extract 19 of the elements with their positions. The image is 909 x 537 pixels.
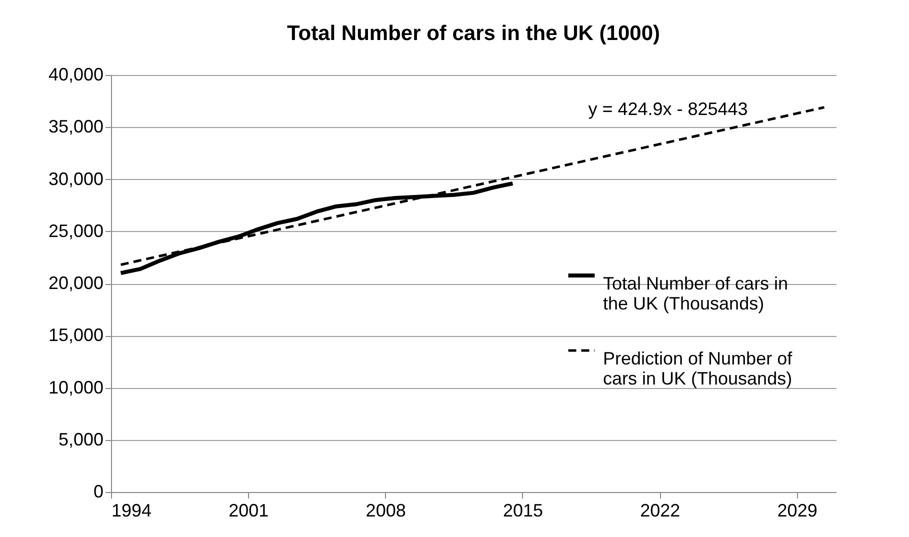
legend-label: Prediction of Number of cars in UK (Thousands) bbox=[603, 348, 794, 388]
annotation: y = 424.9x - 825443 bbox=[588, 99, 748, 119]
y-tick-label: 15,000 bbox=[48, 325, 104, 346]
y-tick-label: 30,000 bbox=[48, 168, 104, 189]
y-tick-label: 35,000 bbox=[48, 116, 104, 137]
y-tick-label: 0 bbox=[93, 482, 104, 502]
legend-label: Total Number of cars in the UK (Thousands) bbox=[603, 274, 788, 314]
x-tick-label: 1994 bbox=[112, 500, 152, 520]
x-tick-label: 2001 bbox=[228, 500, 269, 520]
y-tick-label: 40,000 bbox=[48, 64, 104, 84]
x-tick-label: 2022 bbox=[640, 500, 680, 520]
y-tick-label: 25,000 bbox=[48, 220, 104, 241]
chart-title: Total Number of cars in the UK (1000) bbox=[286, 22, 660, 45]
y-tick-label: 20,000 bbox=[48, 273, 104, 293]
x-tick-label: 2015 bbox=[502, 500, 544, 520]
y-tick-label: 10,000 bbox=[48, 377, 104, 398]
y-tick-label: 5,000 bbox=[58, 429, 104, 450]
x-tick-label: 2008 bbox=[366, 500, 406, 520]
x-tick-label: 2029 bbox=[777, 500, 818, 520]
